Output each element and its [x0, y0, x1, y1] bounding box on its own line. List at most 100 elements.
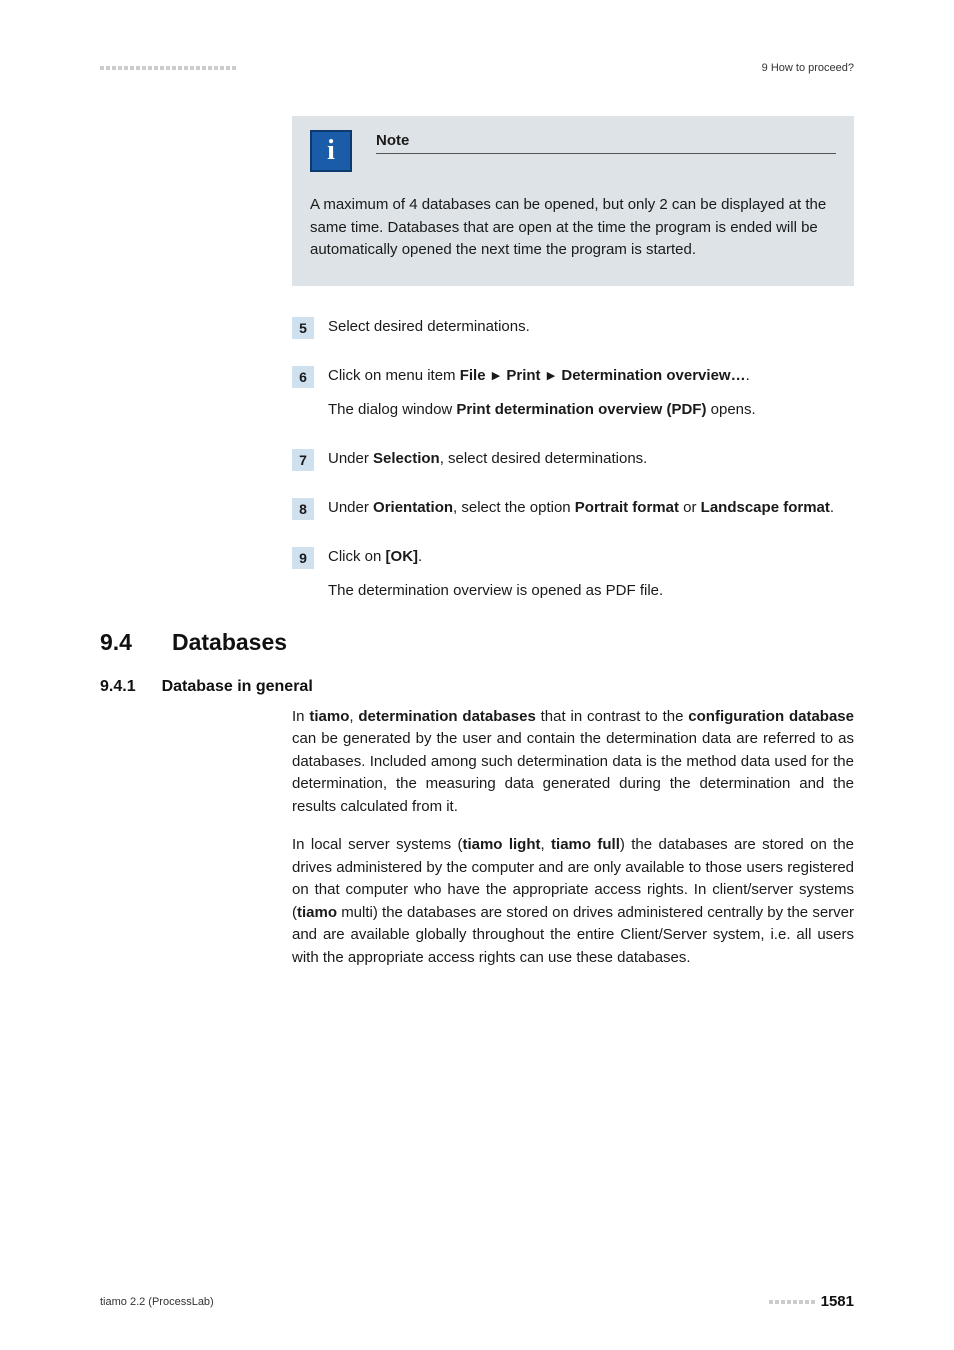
- option-landscape: Landscape format: [701, 499, 830, 516]
- step-number: 8: [292, 498, 314, 520]
- step-body: Under Orientation, select the option Por…: [328, 497, 834, 520]
- step-5: 5 Select desired determinations.: [292, 316, 854, 339]
- menu-item-print: Print: [506, 367, 540, 384]
- menu-separator-icon: ▶: [492, 368, 500, 385]
- decorative-dot: [787, 1300, 791, 1304]
- decorative-dot: [184, 66, 188, 70]
- footer-product-label: tiamo 2.2 (ProcessLab): [100, 1296, 214, 1308]
- decorative-dot: [208, 66, 212, 70]
- step-8: 8 Under Orientation, select the option P…: [292, 497, 854, 520]
- decorative-dot: [148, 66, 152, 70]
- text-run: , select the option: [453, 499, 575, 516]
- text-run: .: [418, 548, 422, 565]
- step-text: Select desired determinations.: [328, 316, 530, 339]
- decorative-dot: [136, 66, 140, 70]
- step-body: Click on menu item File ▶ Print ▶ Determ…: [328, 365, 756, 422]
- decorative-dot: [160, 66, 164, 70]
- body-paragraph-1: In tiamo, determination databases that i…: [292, 706, 854, 819]
- step-number: 5: [292, 317, 314, 339]
- header-chapter-label: 9 How to proceed?: [762, 62, 854, 74]
- text-run: .: [830, 499, 834, 516]
- decorative-dot: [220, 66, 224, 70]
- text-run: In local server systems (: [292, 836, 462, 853]
- info-icon-glyph: i: [327, 137, 335, 165]
- decorative-dot: [154, 66, 158, 70]
- step-result-text: The dialog window Print determination ov…: [328, 399, 756, 422]
- decorative-dot: [142, 66, 146, 70]
- text-run: that in contrast to the: [536, 708, 689, 725]
- step-body: Under Selection, select desired determin…: [328, 448, 647, 471]
- decorative-dot: [202, 66, 206, 70]
- subsection-title: Database in general: [162, 678, 313, 696]
- decorative-dot: [805, 1300, 809, 1304]
- ui-label-selection: Selection: [373, 450, 440, 467]
- decorative-dot: [196, 66, 200, 70]
- button-label-ok: [OK]: [386, 548, 419, 565]
- footer-dot-strip: [769, 1300, 815, 1304]
- step-number: 9: [292, 547, 314, 569]
- product-name-tiamo: tiamo: [309, 708, 349, 725]
- step-body: Select desired determinations.: [328, 316, 530, 339]
- product-tiamo-full: tiamo full: [551, 836, 620, 853]
- subsection-heading: 9.4.1 Database in general: [100, 678, 854, 696]
- page-header: 9 How to proceed?: [100, 62, 854, 74]
- subsection-number: 9.4.1: [100, 678, 136, 696]
- menu-separator-icon: ▶: [547, 368, 555, 385]
- text-run: multi) the databases are stored on drive…: [292, 904, 854, 966]
- footer-right-group: 1581: [769, 1293, 854, 1310]
- note-body-text: A maximum of 4 databases can be opened, …: [310, 194, 836, 262]
- decorative-dot: [112, 66, 116, 70]
- decorative-dot: [226, 66, 230, 70]
- text-run: or: [679, 499, 701, 516]
- menu-item-file: File: [460, 367, 486, 384]
- decorative-dot: [100, 66, 104, 70]
- document-page: 9 How to proceed? i Note A maximum of 4 …: [0, 0, 954, 1350]
- step-body: Click on [OK]. The determination overvie…: [328, 546, 663, 603]
- decorative-dot: [232, 66, 236, 70]
- body-paragraph-2: In local server systems (tiamo light, ti…: [292, 834, 854, 969]
- text-run: .: [746, 367, 750, 384]
- decorative-dot: [775, 1300, 779, 1304]
- step-6: 6 Click on menu item File ▶ Print ▶ Dete…: [292, 365, 854, 422]
- text-run: , select desired determinations.: [440, 450, 648, 467]
- decorative-dot: [811, 1300, 815, 1304]
- text-run: can be generated by the user and contain…: [292, 730, 854, 815]
- step-number: 6: [292, 366, 314, 388]
- text-run: Under: [328, 450, 373, 467]
- note-panel: i Note A maximum of 4 databases can be o…: [292, 116, 854, 286]
- decorative-dot: [172, 66, 176, 70]
- ui-label-orientation: Orientation: [373, 499, 453, 516]
- step-7: 7 Under Selection, select desired determ…: [292, 448, 854, 471]
- note-title: Note: [376, 132, 836, 149]
- menu-item-determination-overview: Determination overview…: [561, 367, 745, 384]
- section-heading: 9.4 Databases: [100, 629, 854, 656]
- note-header: i Note: [310, 130, 836, 172]
- step-number: 7: [292, 449, 314, 471]
- text-run: Click on: [328, 548, 386, 565]
- decorative-dot: [178, 66, 182, 70]
- term-configuration-database: configuration database: [688, 708, 854, 725]
- decorative-dot: [118, 66, 122, 70]
- section-title: Databases: [172, 629, 287, 656]
- step-result-text: The determination overview is opened as …: [328, 580, 663, 603]
- decorative-dot: [793, 1300, 797, 1304]
- text-run: In: [292, 708, 309, 725]
- step-text: Under Orientation, select the option Por…: [328, 497, 834, 520]
- text-run: Under: [328, 499, 373, 516]
- decorative-dot: [781, 1300, 785, 1304]
- decorative-dot: [214, 66, 218, 70]
- decorative-dot: [190, 66, 194, 70]
- decorative-dot: [130, 66, 134, 70]
- decorative-dot: [106, 66, 110, 70]
- instruction-step-list: 5 Select desired determinations. 6 Click…: [292, 316, 854, 603]
- step-text: Click on menu item File ▶ Print ▶ Determ…: [328, 365, 756, 388]
- option-portrait: Portrait format: [575, 499, 679, 516]
- step-text: Click on [OK].: [328, 546, 663, 569]
- decorative-dot: [799, 1300, 803, 1304]
- text-run: Click on menu item: [328, 367, 460, 384]
- product-tiamo: tiamo: [297, 904, 337, 921]
- decorative-dot: [166, 66, 170, 70]
- decorative-dot: [124, 66, 128, 70]
- note-divider: [376, 153, 836, 154]
- step-text: Under Selection, select desired determin…: [328, 448, 647, 471]
